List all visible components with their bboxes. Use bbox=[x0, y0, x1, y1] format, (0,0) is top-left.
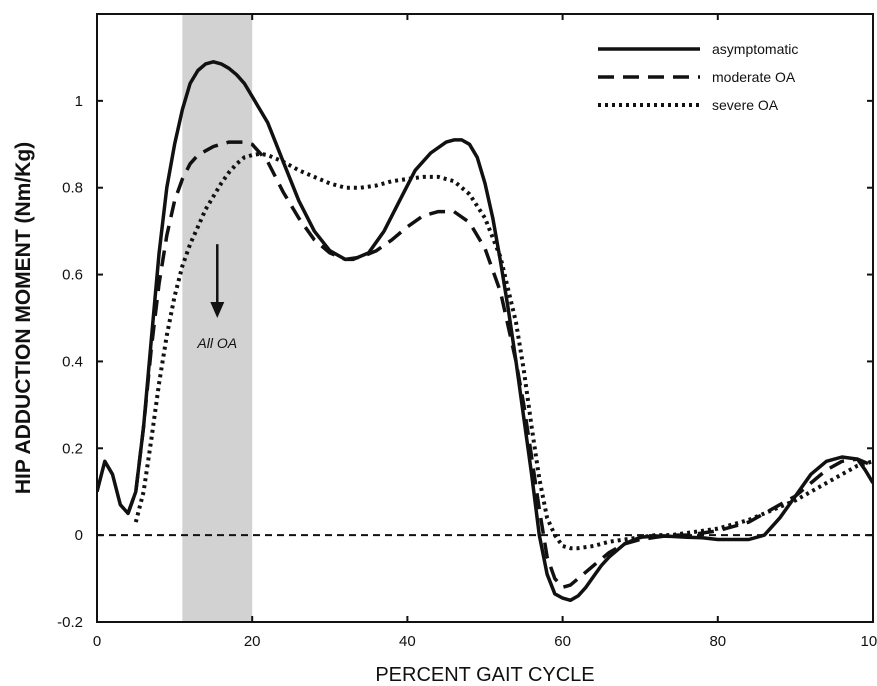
annotation: All OA bbox=[196, 244, 237, 351]
y-tick-label: -0.2 bbox=[57, 614, 83, 631]
y-axis-label: HIP ADDUCTION MOMENT (Nm/Kg) bbox=[12, 142, 35, 494]
arrow-head bbox=[210, 302, 225, 318]
annotation-label: All OA bbox=[196, 335, 237, 351]
x-axis-label: PERCENT GAIT CYCLE bbox=[375, 664, 594, 686]
x-tick-label: 20 bbox=[244, 633, 261, 650]
y-axis: -0.2 0 0.2 0.4 0.6 0.8 1 bbox=[57, 93, 873, 631]
y-tick-label: 0.8 bbox=[62, 180, 83, 197]
x-tick-label: 60 bbox=[554, 633, 571, 650]
y-tick-label: 0.2 bbox=[62, 440, 83, 457]
legend-label: asymptomatic bbox=[712, 41, 798, 57]
legend-label: severe OA bbox=[712, 97, 779, 113]
series-line-dotted bbox=[133, 151, 873, 551]
series-line-solid bbox=[97, 60, 873, 603]
x-tick-label: 0 bbox=[93, 633, 101, 650]
y-tick-label: 0.4 bbox=[62, 353, 83, 370]
x-tick-label: 40 bbox=[399, 633, 416, 650]
series-group bbox=[97, 60, 873, 603]
x-tick-label: 80 bbox=[709, 633, 726, 650]
y-tick-label: 0 bbox=[75, 527, 83, 544]
plot-frame bbox=[96, 13, 874, 623]
legend-label: moderate OA bbox=[712, 69, 796, 85]
y-tick-label: 0.6 bbox=[62, 267, 83, 284]
series-line-dashed bbox=[126, 140, 873, 590]
y-tick-label: 1 bbox=[75, 93, 83, 110]
x-tick-label: 100 bbox=[860, 633, 877, 650]
legend: asymptomatic moderate OA severe OA bbox=[598, 41, 798, 113]
x-axis: 0 20 40 60 80 100 bbox=[93, 14, 877, 650]
